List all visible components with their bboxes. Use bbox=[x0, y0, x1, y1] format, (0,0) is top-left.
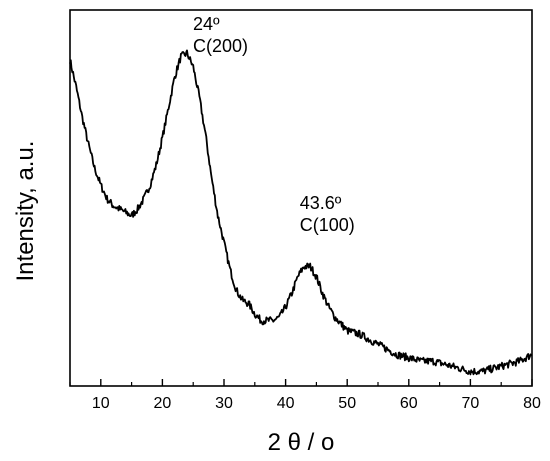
y-axis-label: Intensity, a.u. bbox=[12, 141, 39, 282]
peak-annotation-line: C(100) bbox=[300, 215, 355, 235]
peak-annotation: 43.6º C(100) bbox=[300, 193, 355, 235]
x-tick-label: 40 bbox=[277, 395, 295, 412]
x-tick-label: 60 bbox=[400, 395, 418, 412]
series-line bbox=[69, 49, 533, 376]
peak-annotation: 24º C(200) bbox=[193, 14, 248, 56]
x-axis-label: 2 θ / o bbox=[268, 429, 335, 456]
x-ticks: 10 20 30 40 50 60 70 80 bbox=[69, 379, 541, 412]
peak-annotation-line: 43.6º bbox=[300, 193, 342, 213]
x-tick-label: 20 bbox=[154, 395, 172, 412]
x-tick-label: 30 bbox=[215, 395, 233, 412]
annotations: 24º C(200) 43.6º C(100) bbox=[193, 14, 355, 235]
peak-annotation-line: C(200) bbox=[193, 36, 248, 56]
plot-frame bbox=[69, 9, 533, 387]
peak-annotation-line: 24º bbox=[193, 14, 220, 34]
x-tick-label: 70 bbox=[462, 395, 480, 412]
x-tick-label: 10 bbox=[92, 395, 110, 412]
x-tick-label: 80 bbox=[523, 395, 541, 412]
plot-border bbox=[69, 9, 533, 387]
x-tick-label: 50 bbox=[338, 395, 356, 412]
series-group bbox=[69, 49, 533, 376]
